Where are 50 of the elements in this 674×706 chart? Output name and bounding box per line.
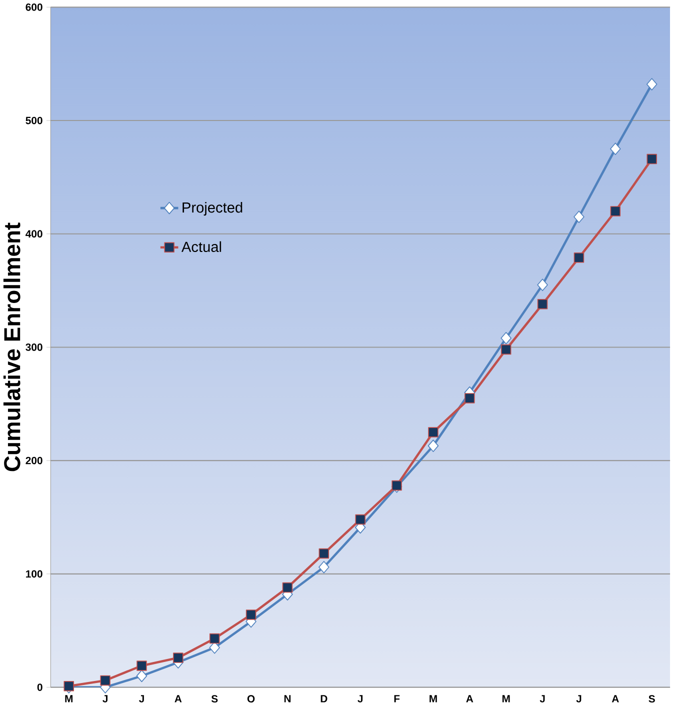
x-tick-label: A	[612, 695, 620, 702]
x-tick-label: M	[65, 695, 73, 702]
point	[537, 278, 548, 292]
x-tick-label: M	[430, 695, 438, 702]
point	[428, 440, 439, 452]
x-tick-label: N	[284, 695, 291, 702]
point	[428, 427, 439, 438]
point	[100, 675, 111, 686]
y-tick-label: 400	[26, 230, 43, 238]
point	[538, 299, 548, 310]
point	[610, 142, 622, 156]
x-tick-label: A	[466, 695, 474, 702]
point	[319, 548, 330, 559]
point	[210, 633, 220, 644]
point	[610, 206, 621, 216]
x-tick-label: O	[248, 695, 255, 703]
point	[574, 252, 584, 263]
x-tick-label: J	[102, 695, 108, 702]
point	[574, 210, 585, 224]
x-tick-label: F	[394, 695, 400, 702]
point	[355, 514, 366, 525]
point	[136, 670, 148, 682]
point	[173, 652, 184, 663]
legend-label: Projected	[182, 202, 242, 216]
y-axis-title: Cumulative Enrollment	[4, 222, 21, 472]
point	[246, 610, 256, 620]
y-tick-label: 200	[26, 456, 43, 464]
point	[500, 332, 512, 344]
y-tick-label: 500	[26, 116, 43, 124]
x-tick-label: S	[212, 695, 218, 703]
point	[464, 393, 476, 404]
y-tick-label: 600	[26, 3, 43, 11]
x-tick-label: J	[139, 695, 144, 702]
x-tick-label: A	[174, 695, 182, 702]
y-tick-label: 100	[26, 570, 43, 578]
y-tick-label: 300	[26, 344, 43, 351]
legend-label: Actual	[182, 241, 222, 252]
x-tick-label: M	[502, 695, 510, 702]
x-tick-label: J	[540, 695, 545, 702]
point	[282, 582, 293, 593]
point	[501, 344, 512, 355]
x-tick-label: J	[358, 695, 363, 702]
x-tick-label: D	[321, 695, 328, 702]
point	[646, 78, 658, 90]
x-tick-label: J	[576, 695, 582, 702]
y-tick-label: 0	[38, 684, 43, 691]
point	[646, 154, 658, 164]
point	[136, 660, 148, 671]
point	[318, 560, 330, 574]
x-tick-label: S	[648, 695, 656, 703]
